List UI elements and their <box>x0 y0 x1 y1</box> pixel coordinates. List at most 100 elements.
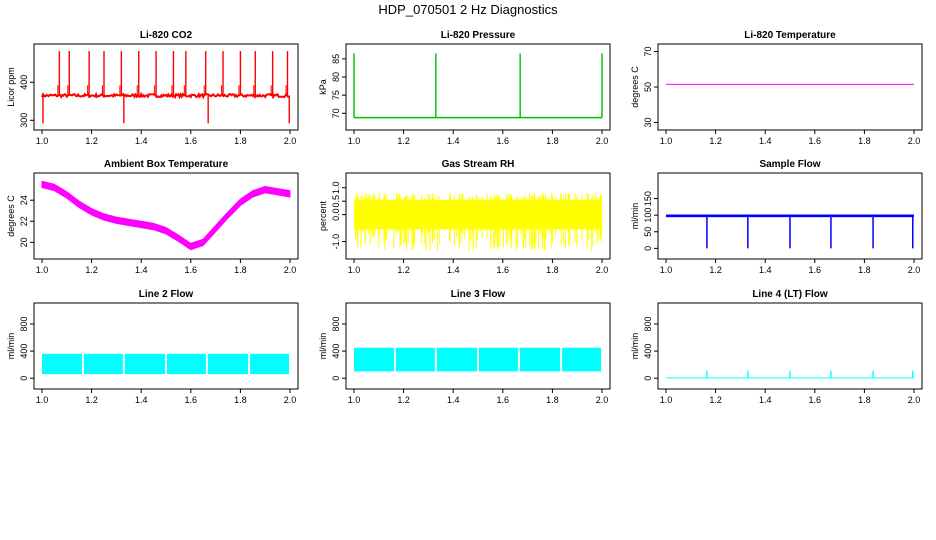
y-tick-label: 0 <box>331 376 341 381</box>
plot-frame <box>345 302 611 390</box>
x-tick-label: 1.4 <box>135 395 148 405</box>
y-tick-label: 1.0 <box>331 182 341 195</box>
plot-frame <box>33 43 299 131</box>
x-tick-label: 2.0 <box>908 136 921 146</box>
series-band <box>519 347 561 372</box>
x-tick-label: 1.8 <box>546 136 559 146</box>
y-axis-label: ml/min <box>630 203 640 230</box>
x-tick-label: 1.4 <box>759 265 772 275</box>
y-axis-label: ml/min <box>630 333 640 360</box>
y-tick-label: 80 <box>331 72 341 82</box>
chart-line-2-flow: Line 2 Flow 1.0 1.2 1.4 1.6 1.8 2.0 0 400 800ml/m… <box>6 289 299 405</box>
x-tick-label: 1.4 <box>135 265 148 275</box>
series-band <box>42 353 82 375</box>
x-tick-label: 1.0 <box>660 395 673 405</box>
x-tick-label: 2.0 <box>596 136 609 146</box>
x-tick-label: 1.6 <box>809 395 822 405</box>
x-tick-label: 1.6 <box>809 265 822 275</box>
x-tick-label: 1.0 <box>660 136 673 146</box>
x-tick-label: 1.2 <box>397 395 410 405</box>
x-tick-label: 2.0 <box>596 395 609 405</box>
page-title: HDP_070501 2 Hz Diagnostics <box>378 2 558 17</box>
y-tick-label: 400 <box>19 344 29 359</box>
y-tick-label: 50 <box>643 82 653 92</box>
plot-frame <box>657 43 923 131</box>
y-tick-label: 50 <box>643 227 653 237</box>
series-band <box>207 353 249 375</box>
x-tick-label: 1.6 <box>185 265 198 275</box>
x-tick-label: 1.6 <box>185 136 198 146</box>
x-tick-label: 1.4 <box>447 265 460 275</box>
y-axis-label: degrees C <box>630 66 640 108</box>
series-band <box>41 180 291 251</box>
series-line <box>41 91 291 100</box>
chart-title: Line 2 Flow <box>139 289 194 300</box>
x-tick-label: 1.4 <box>447 395 460 405</box>
y-tick-label: 30 <box>643 117 653 127</box>
x-tick-label: 1.8 <box>546 395 559 405</box>
y-axis-label: percent <box>318 200 328 231</box>
x-tick-label: 1.6 <box>497 136 510 146</box>
x-tick-label: 1.2 <box>397 265 410 275</box>
chart-line-4-lt-flow: Line 4 (LT) Flow 1.0 1.2 1.4 1.6 1.8 2.0 0 400 80… <box>630 289 923 405</box>
plot-frame <box>345 172 611 260</box>
plot-frame <box>345 43 611 131</box>
x-tick-label: 2.0 <box>284 265 297 275</box>
y-axis-label: ml/min <box>318 333 328 360</box>
series-band <box>436 347 478 372</box>
y-tick-label: 24 <box>19 195 29 205</box>
x-tick-label: 1.2 <box>709 395 722 405</box>
series-band <box>166 353 206 375</box>
y-tick-label: 800 <box>331 316 341 331</box>
x-tick-label: 1.2 <box>397 136 410 146</box>
x-tick-label: 1.0 <box>36 395 49 405</box>
chart-ambient-box-temperature: Ambient Box Temperature 1.0 1.2 1.4 1.6 1.8 2.… <box>6 159 299 275</box>
x-tick-label: 1.8 <box>858 395 871 405</box>
y-tick-label: 0 <box>643 246 653 251</box>
chart-title: Li-820 Pressure <box>441 30 516 41</box>
plot-frame <box>657 302 923 390</box>
y-tick-label: 800 <box>19 316 29 331</box>
chart-title: Li-820 Temperature <box>744 30 836 41</box>
chart-title: Line 4 (LT) Flow <box>752 289 828 300</box>
x-tick-label: 1.4 <box>135 136 148 146</box>
plot-frame <box>657 172 923 260</box>
y-tick-label: 70 <box>331 108 341 118</box>
series-band <box>250 353 290 375</box>
x-tick-label: 1.6 <box>809 136 822 146</box>
plot-frame <box>33 302 299 390</box>
x-tick-label: 1.2 <box>85 265 98 275</box>
series-band <box>562 347 602 372</box>
y-tick-label: 100 <box>643 208 653 223</box>
chart-li-820-pressure: Li-820 Pressure 1.0 1.2 1.4 1.6 1.8 2.0 70 75 80 8… <box>318 30 611 146</box>
x-tick-label: 1.2 <box>709 136 722 146</box>
series-band <box>124 353 166 375</box>
chart-title: Gas Stream RH <box>442 159 515 170</box>
y-tick-label: 0 <box>643 376 653 381</box>
x-tick-label: 1.2 <box>85 136 98 146</box>
y-tick-label: 85 <box>331 54 341 64</box>
x-tick-label: 1.8 <box>858 265 871 275</box>
y-tick-label: -1.0 <box>331 234 341 250</box>
x-tick-label: 1.0 <box>36 136 49 146</box>
x-tick-label: 1.6 <box>185 395 198 405</box>
x-tick-label: 1.8 <box>234 136 247 146</box>
series-band <box>354 347 394 372</box>
chart-title: Line 3 Flow <box>451 289 506 300</box>
x-tick-label: 1.0 <box>348 265 361 275</box>
x-tick-label: 1.0 <box>348 395 361 405</box>
series-band <box>478 347 518 372</box>
y-axis-label: degrees C <box>6 195 16 237</box>
x-tick-label: 1.2 <box>709 265 722 275</box>
series-band <box>83 353 123 375</box>
y-tick-label: 150 <box>643 191 653 206</box>
y-tick-label: 400 <box>331 344 341 359</box>
chart-title: Ambient Box Temperature <box>104 159 229 170</box>
y-axis-label: ml/min <box>6 333 16 360</box>
y-tick-label: 400 <box>643 344 653 359</box>
x-tick-label: 1.2 <box>85 395 98 405</box>
x-tick-label: 1.8 <box>234 395 247 405</box>
series-band <box>354 199 602 230</box>
x-tick-label: 2.0 <box>284 136 297 146</box>
chart-title: Sample Flow <box>759 159 820 170</box>
